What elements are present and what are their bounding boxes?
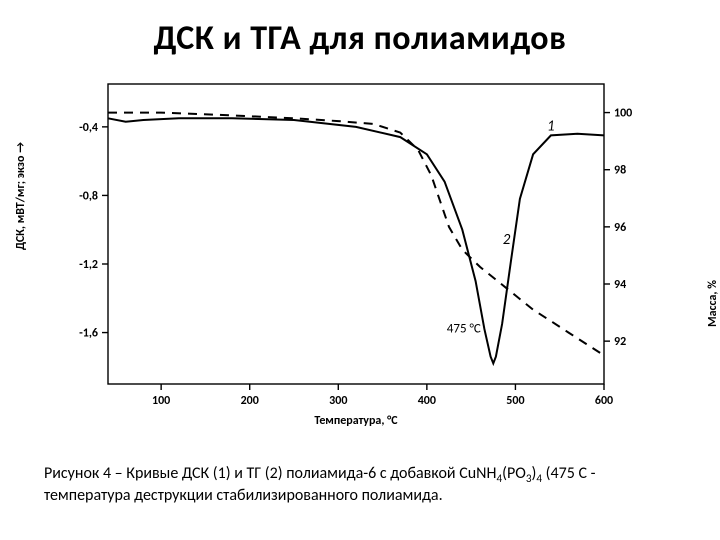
svg-text:-0,4: -0,4 — [79, 121, 98, 135]
svg-text:100: 100 — [614, 107, 632, 121]
chart-container: 100 200 300 400 500 600 Температура, °C -0,4 -0,… — [48, 70, 660, 430]
y-right-axis-label: Масса, % — [706, 280, 720, 327]
svg-text:94: 94 — [614, 278, 626, 292]
svg-text:Температура, °C: Температура, °C — [314, 414, 398, 428]
figure-caption: Рисунок 4 – Кривые ДСК (1) и ТГ (2) поли… — [44, 464, 676, 506]
svg-text:2: 2 — [503, 231, 511, 249]
svg-text:400: 400 — [418, 394, 436, 408]
dual-axis-line-chart: 100 200 300 400 500 600 Температура, °C -0,4 -0,… — [48, 70, 660, 430]
svg-text:96: 96 — [614, 221, 626, 235]
svg-text:475 °C: 475 °C — [447, 322, 481, 337]
y-left-axis-label: ДСК, мВТ/мг; экзо → — [14, 142, 28, 250]
svg-text:200: 200 — [241, 394, 259, 408]
svg-text:-1,6: -1,6 — [79, 327, 98, 341]
svg-text:1: 1 — [547, 117, 555, 135]
svg-text:600: 600 — [595, 394, 613, 408]
svg-text:-0,8: -0,8 — [79, 189, 98, 203]
page-title: ДСК и ТГА для полиамидов — [0, 18, 720, 59]
svg-text:-1,2: -1,2 — [79, 258, 98, 272]
svg-text:92: 92 — [614, 335, 626, 349]
svg-text:100: 100 — [152, 394, 170, 408]
svg-text:98: 98 — [614, 164, 626, 178]
svg-text:500: 500 — [506, 394, 524, 408]
svg-text:300: 300 — [329, 394, 347, 408]
